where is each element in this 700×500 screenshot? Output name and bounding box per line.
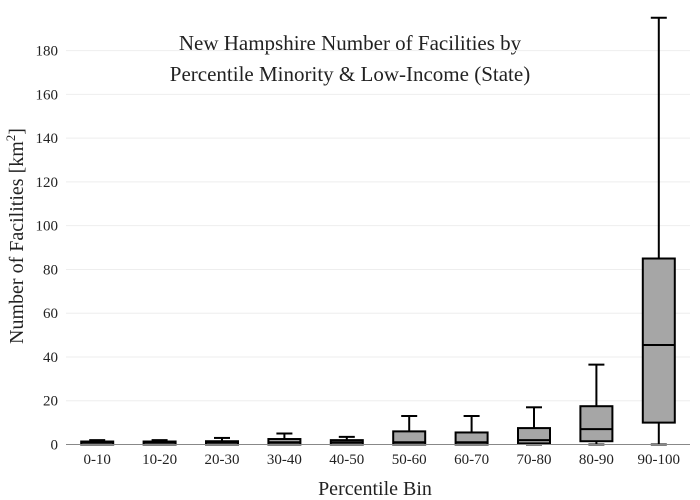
y-axis-label-text: Number of Facilities [km	[6, 141, 28, 344]
y-tick-label: 160	[36, 87, 59, 103]
y-tick-label: 80	[43, 262, 58, 278]
y-axis-label: Number of Facilities [km2]	[3, 128, 28, 344]
box-80-90	[579, 363, 614, 446]
x-tick-label: 70-80	[517, 452, 552, 468]
box-0-10	[80, 439, 115, 446]
y-tick-label: 20	[43, 394, 58, 410]
chart-title-line-1: New Hampshire Number of Facilities by	[179, 31, 522, 55]
box-90-100	[641, 16, 676, 446]
box-60-70	[454, 415, 489, 446]
box-iqr	[579, 405, 614, 443]
y-tick-label: 140	[36, 131, 59, 147]
y-axis-label-superscript: 2	[3, 135, 18, 142]
box-20-30	[205, 436, 239, 446]
x-tick-label: 60-70	[454, 452, 489, 468]
box-10-20	[142, 439, 177, 446]
y-axis-label-close: ]	[6, 128, 28, 135]
x-axis-ticks: 0-10 10-20 20-30 30-40 40-50 50-60 60-70 70-80 8…	[83, 452, 680, 468]
x-axis-label: Percentile Bin	[318, 478, 432, 500]
box-70-80	[517, 406, 551, 446]
x-tick-label: 10-20	[142, 452, 177, 468]
y-tick-label: 100	[36, 219, 59, 235]
y-tick-label: 60	[43, 306, 58, 322]
chart-title-line-2: Percentile Minority & Low-Income (State)	[170, 62, 530, 86]
box-40-50	[329, 435, 364, 446]
x-tick-label: 20-30	[205, 452, 240, 468]
y-tick-label: 0	[51, 438, 59, 454]
x-tick-label: 90-100	[638, 452, 681, 468]
x-tick-label: 0-10	[83, 452, 111, 468]
y-tick-label: 120	[36, 175, 59, 191]
gridlines	[66, 50, 690, 402]
x-tick-label: 30-40	[267, 452, 302, 468]
x-tick-label: 80-90	[579, 452, 614, 468]
box-50-60	[392, 415, 427, 446]
y-tick-label: 180	[36, 44, 59, 60]
x-tick-label: 40-50	[329, 452, 364, 468]
x-tick-label: 50-60	[392, 452, 427, 468]
box-iqr	[641, 257, 676, 424]
y-axis-ticks: 0 20 40 60 80 100 120 140 160 180	[36, 44, 59, 454]
box-30-40	[267, 432, 302, 446]
y-tick-label: 40	[43, 350, 58, 366]
